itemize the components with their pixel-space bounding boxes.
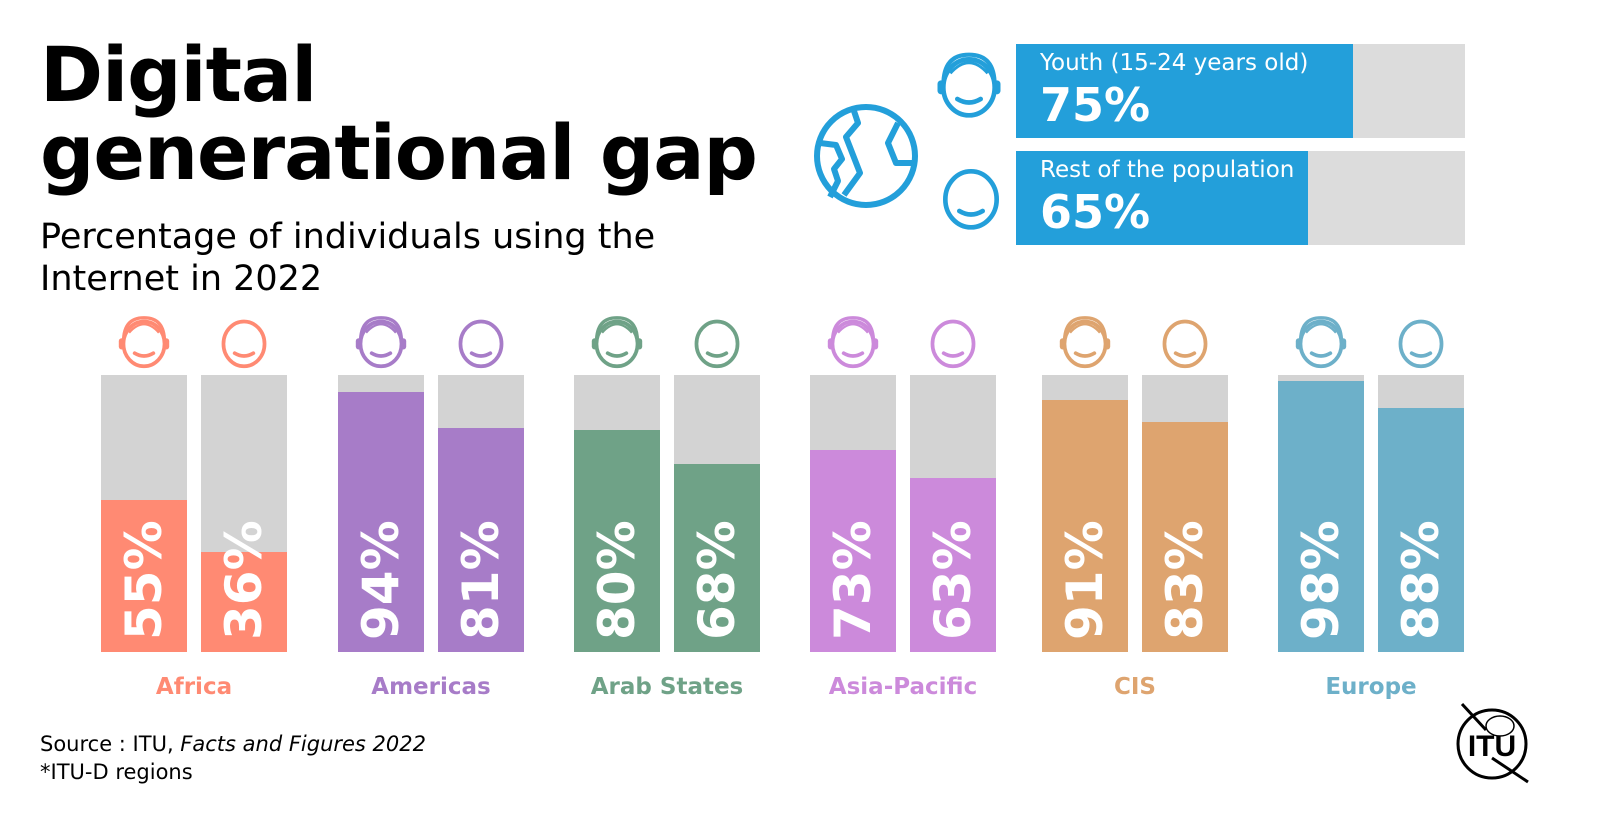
youth-bar-africa: 55% <box>101 375 187 652</box>
youth-value-label: 91% <box>1056 520 1114 640</box>
rest-bar-fill <box>1378 408 1464 652</box>
rest-bar-fill <box>910 477 996 652</box>
person-face-icon <box>936 162 1006 236</box>
rest-global-label: Rest of the population <box>1040 157 1295 183</box>
person-face-icon <box>1157 314 1213 374</box>
youth-bar-fill <box>101 499 187 652</box>
rest-bar-europe: 88% <box>1378 375 1464 652</box>
youth-headphones-icon <box>1293 314 1349 374</box>
footnote: *ITU-D regions <box>40 760 193 784</box>
youth-headphones-icon <box>116 314 172 374</box>
youth-value-label: 73% <box>824 520 882 640</box>
itu-logo: ITU <box>1456 702 1529 784</box>
rest-value-label: 68% <box>688 520 746 640</box>
youth-bar-americas: 94% <box>338 375 424 652</box>
rest-bar-fill <box>201 552 287 652</box>
rest-bar-fill <box>438 427 524 652</box>
region-label: Europe <box>1325 674 1417 700</box>
youth-bar-fill <box>338 391 424 652</box>
youth-headphones-icon <box>353 314 409 374</box>
region-label: Americas <box>371 674 491 700</box>
youth-value-label: 94% <box>352 520 410 640</box>
person-face-icon <box>689 314 745 374</box>
rest-global-bar: Rest of the population 65% <box>1016 151 1465 245</box>
rest-global-value: 65% <box>1040 185 1151 239</box>
youth-bar-fill <box>574 430 660 652</box>
subtitle: Percentage of individuals using the Inte… <box>40 217 656 299</box>
youth-global-value: 75% <box>1040 78 1151 132</box>
youth-headphones-icon <box>1057 314 1113 374</box>
person-face-icon <box>453 314 509 374</box>
source-note: Source : ITU, Facts and Figures 2022 *IT… <box>40 730 426 786</box>
person-face-icon <box>216 314 272 374</box>
source-title: Facts and Figures 2022 <box>180 732 426 756</box>
person-face-icon <box>1393 314 1449 374</box>
region-label: Africa <box>155 674 233 700</box>
region-label: Arab States <box>590 674 744 700</box>
youth-value-label: 80% <box>588 520 646 640</box>
youth-bar-fill <box>1042 399 1128 652</box>
youth-headphones-icon <box>825 314 881 374</box>
youth-bar-fill <box>1278 380 1364 652</box>
youth-bar-asia-pacific: 73% <box>810 375 896 652</box>
person-face-icon <box>925 314 981 374</box>
youth-global-bar: Youth (15-24 years old) 75% <box>1016 44 1465 138</box>
rest-bar-arab-states: 68% <box>674 375 760 652</box>
youth-global-fill <box>1016 44 1353 138</box>
rest-value-label: 36% <box>215 520 273 640</box>
page-title: Digital generational gap <box>40 36 758 192</box>
rest-bar-africa: 36% <box>201 375 287 652</box>
rest-value-label: 88% <box>1392 520 1450 640</box>
rest-bar-americas: 81% <box>438 375 524 652</box>
rest-value-label: 63% <box>924 520 982 640</box>
rest-bar-fill <box>1142 422 1228 652</box>
rest-value-label: 81% <box>452 520 510 640</box>
youth-bar-arab-states: 80% <box>574 375 660 652</box>
youth-headphones-icon <box>589 314 645 374</box>
youth-value-label: 98% <box>1292 520 1350 640</box>
title-line-1: Digital <box>40 30 317 119</box>
region-label: Asia-Pacific <box>828 674 978 700</box>
youth-bar-fill <box>810 449 896 652</box>
rest-bar-asia-pacific: 63% <box>910 375 996 652</box>
region-label: CIS <box>1113 674 1156 700</box>
youth-value-label: 55% <box>115 520 173 640</box>
youth-headphones-icon <box>934 50 1004 124</box>
globe-icon <box>814 104 918 208</box>
rest-bar-fill <box>674 463 760 652</box>
rest-value-label: 83% <box>1156 520 1214 640</box>
svg-text:ITU: ITU <box>1468 730 1516 763</box>
source-prefix: Source : ITU, <box>40 732 181 756</box>
rest-global-fill <box>1016 151 1308 245</box>
youth-bar-cis: 91% <box>1042 375 1128 652</box>
youth-bar-europe: 98% <box>1278 375 1364 652</box>
youth-global-label: Youth (15-24 years old) <box>1040 50 1309 76</box>
rest-bar-cis: 83% <box>1142 375 1228 652</box>
title-line-2: generational gap <box>40 108 758 197</box>
